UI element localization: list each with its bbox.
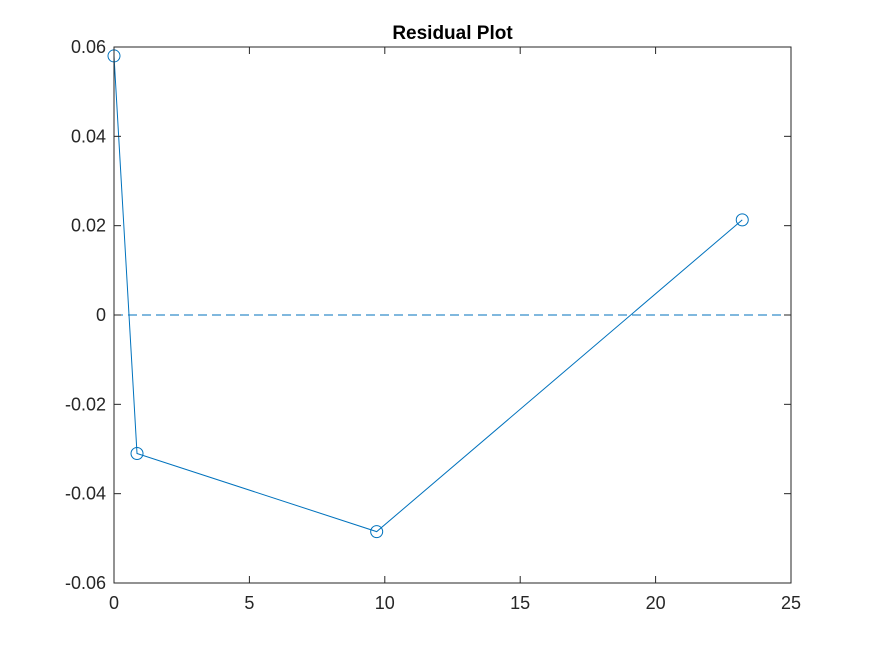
y-axis-ticks: -0.06 -0.04 -0.02 0 0.02 0.04 0.06 (65, 37, 791, 593)
x-axis-ticks: 0 5 10 15 20 25 (109, 47, 801, 613)
data-point-marker (735, 213, 749, 227)
y-tick-label: 0.06 (71, 37, 106, 57)
y-tick-label: -0.04 (65, 484, 106, 504)
series-line (113, 55, 743, 533)
y-tick-label: 0.04 (71, 126, 106, 146)
y-tick-label: 0 (96, 305, 106, 325)
series-layer (107, 49, 749, 539)
y-tick-label: -0.06 (65, 573, 106, 593)
x-tick-label: 15 (510, 593, 530, 613)
x-tick-label: 5 (244, 593, 254, 613)
x-tick-label: 0 (109, 593, 119, 613)
data-point-marker (370, 525, 384, 539)
x-tick-label: 10 (375, 593, 395, 613)
x-tick-label: 20 (646, 593, 666, 613)
y-tick-label: 0.02 (71, 216, 106, 236)
data-point-marker (130, 446, 144, 460)
y-tick-label: -0.02 (65, 394, 106, 414)
chart-title: Residual Plot (392, 23, 513, 44)
x-tick-label: 25 (781, 593, 801, 613)
